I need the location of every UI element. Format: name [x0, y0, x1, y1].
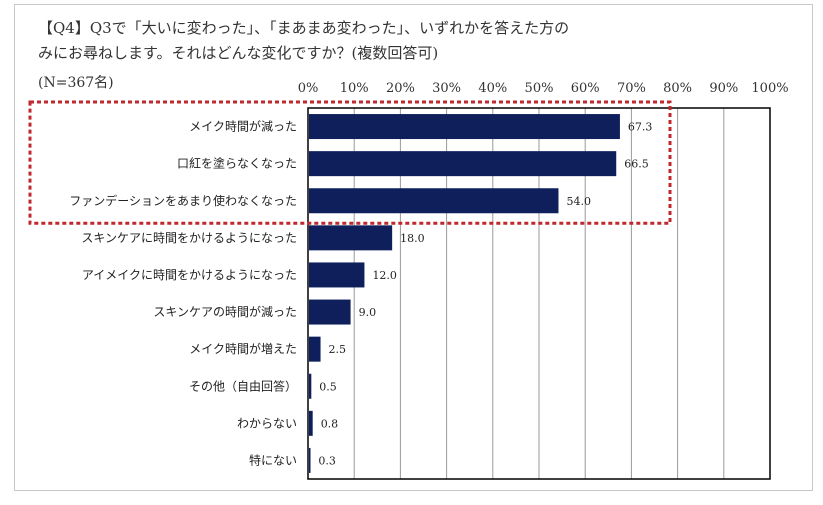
x-tick-label: 50%	[525, 81, 554, 96]
title-line-2: みにお尋ねします。それはどんな変化ですか？(複数回答可)	[38, 44, 439, 62]
data-label: 12.0	[372, 269, 397, 282]
data-label: 66.5	[624, 158, 649, 171]
chart-title: 【Q4】Q3で「大いに変わった」、「まあまあ変わった」、いずれかを答えた方の み…	[38, 16, 569, 66]
data-label: 0.5	[319, 380, 337, 393]
bar	[309, 447, 311, 473]
category-label: メイク時間が減った	[189, 119, 297, 134]
bar	[309, 410, 313, 436]
category-label: 特にない	[249, 452, 297, 467]
bar	[309, 225, 393, 251]
x-tick-label: 20%	[386, 81, 415, 96]
category-label: 口紅を塗らなくなった	[177, 156, 297, 171]
highlight-box	[28, 100, 672, 225]
x-tick-label: 70%	[617, 81, 646, 96]
category-label: スキンケアに時間をかけるようになった	[81, 231, 297, 245]
data-label: 18.0	[400, 232, 425, 245]
x-tick-label: 80%	[663, 81, 692, 96]
x-tick-label: 30%	[432, 81, 461, 96]
data-label: 54.0	[566, 195, 591, 208]
x-tick-label: 10%	[340, 81, 369, 96]
category-label: メイク時間が増えた	[189, 341, 297, 356]
bar	[309, 188, 559, 214]
category-label: アイメイクに時間をかけるようになった	[82, 268, 297, 282]
data-label: 0.3	[318, 454, 336, 467]
bar	[309, 262, 365, 288]
plot-area-border	[307, 107, 771, 480]
x-tick-label: 0%	[298, 81, 319, 96]
category-label: わからない	[237, 416, 297, 430]
bar	[309, 336, 321, 362]
data-label: 2.5	[329, 343, 347, 356]
chart-frame	[14, 4, 813, 491]
sample-size-label: (N=367名)	[38, 75, 114, 91]
x-tick-label: 90%	[709, 81, 738, 96]
category-label: ファンデーションをあまり使わなくなった	[69, 193, 297, 208]
x-tick-label: 60%	[571, 81, 600, 96]
x-tick-label: 40%	[478, 81, 507, 96]
x-tick-label: 100%	[751, 81, 788, 96]
title-line-1: 【Q4】Q3で「大いに変わった」、「まあまあ変わった」、いずれかを答えた方の	[38, 19, 570, 37]
category-label: その他（自由回答）	[189, 378, 297, 393]
data-label: 0.8	[321, 417, 339, 430]
data-label: 67.3	[628, 121, 653, 134]
data-label: 9.0	[359, 306, 377, 319]
bar	[309, 151, 617, 177]
category-label: スキンケアの時間が減った	[153, 304, 297, 319]
bar	[309, 299, 351, 325]
bar	[309, 373, 312, 399]
bar	[309, 114, 620, 140]
